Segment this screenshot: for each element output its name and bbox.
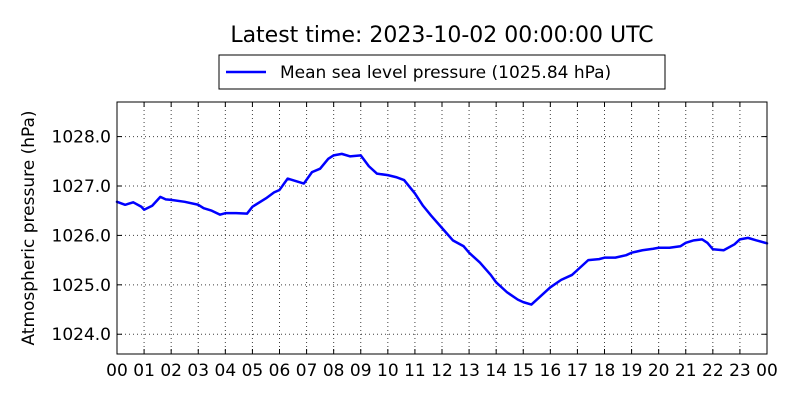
y-tick-label: 1025.0 — [52, 276, 111, 296]
x-tick-label: 07 — [296, 361, 318, 381]
chart-title: Latest time: 2023-10-02 00:00:00 UTC — [230, 23, 653, 48]
x-tick-label: 13 — [458, 361, 480, 381]
x-tick-label: 19 — [621, 361, 643, 381]
x-tick-label: 09 — [350, 361, 372, 381]
x-tick-label: 23 — [729, 361, 751, 381]
x-tick-label: 18 — [594, 361, 616, 381]
series-layer — [115, 152, 769, 306]
grid — [117, 102, 767, 354]
series-line-mean-sea-level-pressure — [115, 152, 769, 306]
x-tick-label: 17 — [567, 361, 589, 381]
x-tick-label: 10 — [377, 361, 399, 381]
x-tick-label: 08 — [323, 361, 345, 381]
y-tick-label: 1028.0 — [52, 128, 111, 148]
x-tick-label: 16 — [540, 361, 562, 381]
x-tick-label: 14 — [485, 361, 507, 381]
x-tick-label: 02 — [160, 361, 182, 381]
y-tick-label: 1026.0 — [52, 226, 111, 246]
x-tick-label: 22 — [702, 361, 724, 381]
legend-label: Mean sea level pressure (1025.84 hPa) — [280, 63, 611, 83]
x-tick-label: 11 — [404, 361, 426, 381]
x-tick-label: 05 — [242, 361, 264, 381]
x-tick-label: 21 — [675, 361, 697, 381]
x-tick-label: 00 — [106, 361, 128, 381]
x-tick-label: 04 — [215, 361, 237, 381]
y-tick-label: 1027.0 — [52, 177, 111, 197]
y-axis-label: Atmospheric pressure (hPa) — [19, 110, 39, 345]
x-tick-label: 01 — [133, 361, 155, 381]
legend: Mean sea level pressure (1025.84 hPa) — [218, 54, 666, 90]
ticks: 00 01 02 03 04 05 06 07 08 09 10 11 12 13 14 15 16 17 18 19… — [52, 102, 778, 381]
plot-area-frame — [116, 101, 768, 355]
x-tick-label: 03 — [187, 361, 209, 381]
x-tick-label: 00 — [756, 361, 778, 381]
legend-box — [218, 54, 666, 90]
x-tick-label: 15 — [512, 361, 534, 381]
x-tick-label: 12 — [431, 361, 453, 381]
x-tick-label: 06 — [269, 361, 291, 381]
x-tick-label: 20 — [648, 361, 670, 381]
y-tick-label: 1024.0 — [52, 325, 111, 345]
